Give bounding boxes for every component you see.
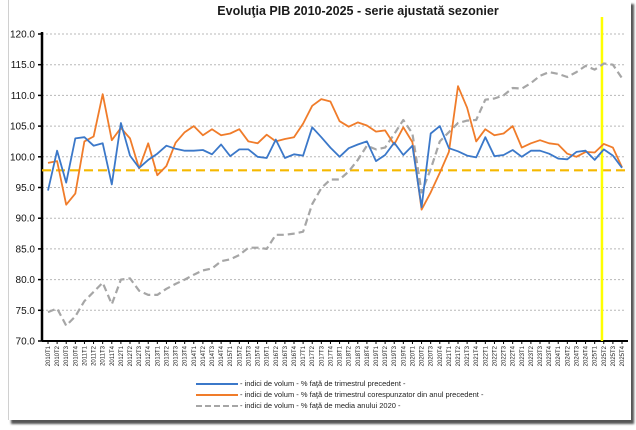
x-tick-label: 2010T3	[64, 345, 70, 366]
x-tick-label: 2010T4	[73, 345, 79, 366]
x-tick-label: 2022T1	[483, 345, 489, 366]
x-tick-label: 2016T2	[274, 345, 280, 366]
x-tick-label: 2025T4	[620, 345, 626, 366]
y-axis: 70.0 75.0 80.0 85.0 90.0 95.0 100.0 105.0 110.0 1…	[10, 30, 44, 348]
x-tick-label: 2022T3	[502, 345, 508, 366]
x-tick-label: 2022T2	[492, 345, 498, 366]
x-tick-label: 2017T4	[328, 345, 334, 366]
x-tick-label: 2025T1	[593, 345, 599, 366]
x-tick-label: 2019T3	[392, 345, 398, 366]
y-tick-label: 85.0	[16, 244, 36, 255]
x-tick-label: 2016T4	[292, 345, 298, 366]
x-tick-label: 2018T1	[338, 345, 344, 366]
series-line-qoq	[47, 122, 623, 209]
chart-title: Evoluţia PIB 2010-2025 - serie ajustată …	[217, 4, 499, 18]
x-tick-label: 2011T2	[92, 345, 98, 366]
series-line-qoq-points	[48, 123, 622, 207]
x-tick-label: 2011T4	[110, 345, 116, 366]
x-tick-label: 2023T3	[538, 345, 544, 366]
x-tick-label: 2019T1	[374, 345, 380, 366]
y-tick-label: 115.0	[11, 60, 36, 71]
x-tick-label: 2020T2	[420, 345, 426, 366]
x-tick-label: 2024T3	[574, 345, 580, 366]
x-tick-label: 2020T3	[429, 345, 435, 366]
x-tick-label: 2012T3	[137, 345, 143, 366]
x-tick-label: 2018T4	[365, 345, 371, 366]
x-tick-label: 2018T3	[356, 345, 362, 366]
x-tick-label: 2014T2	[201, 345, 207, 366]
x-tick-label: 2014T3	[210, 345, 216, 366]
x-tick-label: 2017T1	[301, 345, 307, 366]
y-tick-label: 80.0	[16, 275, 36, 286]
x-tick-label: 2012T1	[119, 345, 125, 366]
x-tick-label: 2015T2	[237, 345, 243, 366]
chart-frame	[8, 0, 631, 420]
legend-label: - indici de volum - % faţă de media anul…	[240, 401, 401, 410]
x-tick-label: 2022T4	[511, 345, 517, 366]
x-tick-label: 2013T4	[183, 345, 189, 366]
series-line-yoy-points	[48, 86, 622, 209]
x-tick-label: 2019T4	[401, 345, 407, 366]
x-tick-label: 2017T3	[319, 345, 325, 366]
x-tick-label: 2021T2	[456, 345, 462, 366]
y-tick-label: 120.0	[10, 30, 35, 41]
y-tick-label: 90.0	[16, 214, 36, 225]
x-tick-label: 2015T3	[246, 345, 252, 366]
x-tick-label: 2011T3	[101, 345, 107, 366]
x-tick-label: 2025T2	[602, 345, 608, 366]
series-line-vs-2020	[47, 62, 623, 327]
gridlines	[42, 33, 626, 311]
x-tick-label: 2017T2	[310, 345, 316, 366]
x-tick-label: 2011T1	[82, 345, 88, 366]
x-tick-label: 2013T3	[174, 345, 180, 366]
series-line-yoy	[47, 85, 623, 211]
x-axis: 2010T1 2010T2 2010T3 2010T4 2011T1 2011T2 2011…	[42, 340, 628, 366]
legend-label: - indici de volum - % faţă de trimestrul…	[240, 390, 484, 399]
x-tick-label: 2024T2	[565, 345, 571, 366]
x-tick-label: 2010T1	[46, 345, 52, 366]
x-tick-label: 2015T4	[256, 345, 262, 366]
x-tick-label: 2014T1	[192, 345, 198, 366]
series-line-vs-2020-points	[48, 63, 622, 325]
x-tick-label: 2019T2	[383, 345, 389, 366]
x-tick-label: 2023T1	[520, 345, 526, 366]
x-tick-label: 2021T4	[474, 345, 480, 366]
x-tick-label: 2023T4	[547, 345, 553, 366]
legend-swatch-blue	[196, 382, 238, 385]
x-tick-label: 2025T3	[611, 345, 617, 366]
y-tick-label: 110.0	[11, 91, 36, 102]
legend-item-vs2020: - indici de volum - % faţă de media anul…	[196, 400, 483, 411]
y-tick-label: 70.0	[16, 337, 36, 348]
x-tick-label: 2021T3	[465, 345, 471, 366]
legend-swatch-orange	[196, 393, 238, 396]
x-tick-label: 2015T1	[228, 345, 234, 366]
x-tick-label: 2021T1	[447, 345, 453, 366]
x-tick-label: 2024T4	[584, 345, 590, 366]
legend-swatch-grey	[196, 404, 238, 407]
x-tick-label: 2016T3	[283, 345, 289, 366]
legend: - indici de volum - % faţă de trimestrul…	[196, 378, 483, 411]
series-lines	[47, 62, 623, 327]
legend-item-qoq: - indici de volum - % faţă de trimestrul…	[196, 378, 483, 389]
x-tick-label: 2010T2	[55, 345, 61, 366]
x-tick-label: 2016T1	[265, 345, 271, 366]
y-tick-label: 95.0	[16, 183, 36, 194]
x-tick-label: 2020T4	[438, 345, 444, 366]
y-tick-label: 75.0	[16, 306, 36, 317]
legend-label: - indici de volum - % faţă de trimestrul…	[240, 379, 406, 388]
x-tick-label: 2024T1	[556, 345, 562, 366]
y-tick-label: 105.0	[10, 122, 35, 133]
x-tick-label: 2012T4	[146, 345, 152, 366]
reference-lines	[42, 17, 628, 341]
x-tick-label: 2020T1	[410, 345, 416, 366]
x-tick-label: 2013T2	[164, 345, 170, 366]
x-tick-label: 2014T4	[219, 345, 225, 366]
x-tick-label: 2018T2	[347, 345, 353, 366]
y-tick-label: 100.0	[10, 152, 35, 163]
legend-item-yoy: - indici de volum - % faţă de trimestrul…	[196, 389, 483, 400]
x-tick-label: 2012T2	[128, 345, 134, 366]
x-tick-label: 2023T2	[529, 345, 535, 366]
x-tick-label: 2013T1	[155, 345, 161, 366]
